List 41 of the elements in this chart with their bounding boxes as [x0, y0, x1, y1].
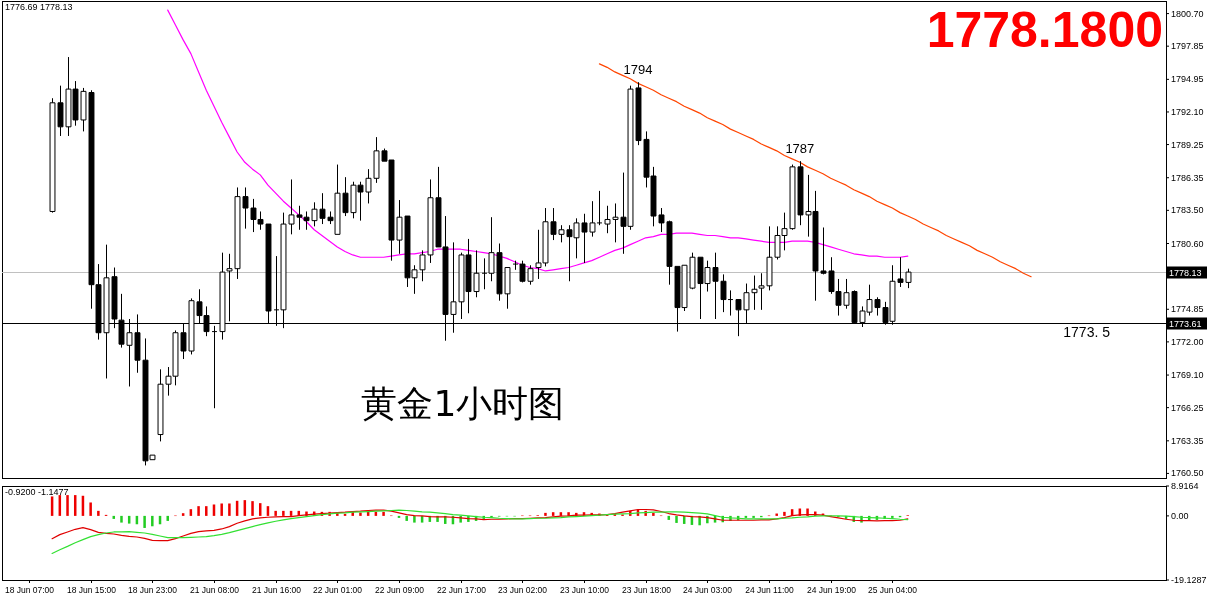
x-tick-label: 23 Jun 18:00	[621, 585, 672, 595]
x-tick-label: 21 Jun 16:00	[251, 585, 302, 595]
y-tick-label: 1780.60	[1171, 238, 1204, 249]
y-tick-label: 1800.70	[1171, 8, 1204, 19]
x-tick-label: 24 Jun 03:00	[682, 585, 733, 595]
text: 黄金1小时图	[361, 382, 565, 424]
annotation: 1776.69 1778.13	[5, 2, 73, 12]
y-tick-label: 1766.25	[1171, 402, 1204, 413]
y-tick-label: 1797.85	[1171, 41, 1204, 52]
y-tick-label: 1763.35	[1171, 435, 1204, 446]
x-tick-label: 23 Jun 02:00	[497, 585, 548, 595]
x-tick-label: 22 Jun 17:00	[436, 585, 487, 595]
x-tick-label: 21 Jun 08:00	[189, 585, 240, 595]
y-tick-label: 8.9164	[1171, 481, 1199, 491]
y-tick-label: 1760.50	[1171, 468, 1204, 479]
x-tick-label: 18 Jun 07:00	[4, 585, 55, 595]
x-tick-label: 22 Jun 01:00	[312, 585, 363, 595]
x-tick-label: 18 Jun 15:00	[66, 585, 117, 595]
x-tick-label: 22 Jun 09:00	[374, 585, 425, 595]
x-tick-label: 24 Jun 11:00	[745, 585, 795, 595]
y-tick-label: 1774.85	[1171, 304, 1204, 315]
y-tick-label: 0.00	[1171, 510, 1189, 521]
x-tick-label: 25 Jun 04:00	[867, 585, 918, 595]
ref-line-label: 1773.61	[1169, 318, 1202, 329]
y-tick-label: 1789.25	[1171, 139, 1204, 150]
x-tick-label: 23 Jun 10:00	[559, 585, 610, 595]
x-tick-label: 18 Jun 23:00	[127, 585, 178, 595]
y-tick-label: 1786.35	[1171, 172, 1204, 183]
ref-line-label: 1778.13	[1169, 267, 1202, 278]
y-tick-label: -19.1287	[1171, 575, 1207, 585]
y-tick-label: 1792.10	[1171, 106, 1204, 117]
annotation: 1778.1800	[926, 2, 1163, 58]
annotation: 1794	[623, 62, 653, 78]
y-tick-label: 1772.00	[1171, 336, 1204, 347]
y-tick-label: 1783.50	[1171, 205, 1204, 216]
x-tick-label: 24 Jun 19:00	[806, 585, 857, 595]
annotation: 1787	[785, 141, 815, 157]
annotation: 1773. 5	[1063, 324, 1111, 341]
y-tick-label: 1794.95	[1171, 74, 1204, 85]
y-tick-label: 1769.10	[1171, 370, 1204, 381]
annotation: -0.9200 -1.1477	[5, 487, 69, 497]
